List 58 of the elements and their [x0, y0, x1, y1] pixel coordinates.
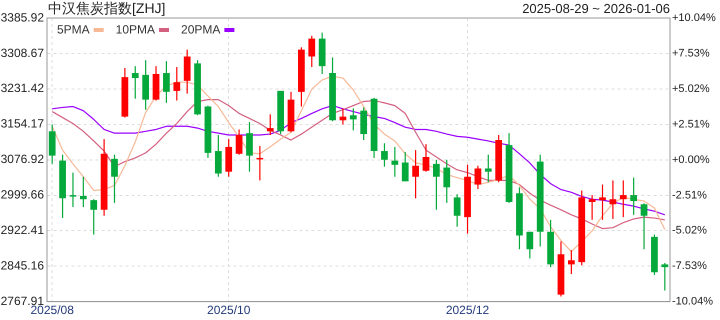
candlestick [111, 154, 118, 204]
candlestick [402, 151, 409, 182]
candlestick [443, 159, 450, 204]
candlestick [433, 159, 440, 210]
candlestick [422, 144, 430, 172]
chart-title: 中汉焦炭指数[ZHJ] [48, 0, 166, 17]
candlestick [70, 172, 76, 208]
y2-tick-label: -2.51% [672, 189, 708, 202]
y2-tick-label: +5.02% [672, 82, 710, 95]
candlestick [163, 60, 170, 104]
candlestick [350, 108, 357, 131]
y2-tick-label: -10.04% [672, 296, 714, 308]
candlestick [640, 202, 648, 250]
y-tick-label: 2999.66 [0, 188, 44, 202]
candlestick [568, 250, 575, 275]
candlestick [90, 198, 98, 236]
y2-tick-label: -7.53% [672, 260, 708, 272]
y-tick-label: 2922.41 [0, 223, 44, 238]
candlestick [526, 231, 534, 260]
candlestick [610, 180, 616, 220]
candlestick [588, 194, 596, 220]
y-tick-label: 2845.16 [0, 258, 44, 272]
candlestick [474, 165, 482, 190]
x-tick-label: 2025/12 [446, 303, 490, 318]
candlestick [132, 66, 139, 100]
y-tick-label: 3154.17 [0, 116, 44, 131]
candlestick [214, 134, 222, 178]
legend-label: 5PMA [57, 22, 90, 36]
candlestick [340, 108, 346, 126]
candlestick [236, 128, 242, 156]
candlestick [391, 146, 398, 178]
candlestick [266, 114, 274, 136]
y2-tick-label: +2.51% [672, 118, 710, 130]
y-tick-label: 3308.67 [0, 46, 44, 60]
y2-tick-label: +7.53% [672, 47, 710, 60]
candlestick [454, 194, 461, 228]
candlestick [484, 154, 492, 183]
y-tick-label: 3231.42 [0, 81, 44, 96]
candlestick [381, 142, 388, 168]
candlestick [256, 145, 264, 182]
legend-label: 20PMA [181, 22, 220, 36]
candlestick [360, 106, 368, 141]
candlestick [308, 35, 316, 68]
candlestick [246, 122, 253, 172]
candlestick [630, 177, 638, 216]
y2-tick-label: -5.02% [672, 224, 708, 237]
y2-tick-label: +10.04% [672, 12, 716, 24]
candlestick [620, 180, 627, 218]
legend-label: 10PMA [116, 22, 156, 36]
candlestick [599, 184, 606, 220]
x-tick-label: 2025/10 [207, 303, 251, 318]
candlestick [80, 176, 87, 208]
chart-subtitle: 2025-08-29 ~ 2026-01-06 [522, 0, 670, 17]
candlestick [173, 66, 180, 102]
y-tick-label: 3076.92 [0, 152, 44, 166]
y2-tick-label: +0.00% [672, 154, 710, 166]
y-tick-label: 3385.92 [0, 10, 44, 24]
candlestick [412, 150, 419, 199]
